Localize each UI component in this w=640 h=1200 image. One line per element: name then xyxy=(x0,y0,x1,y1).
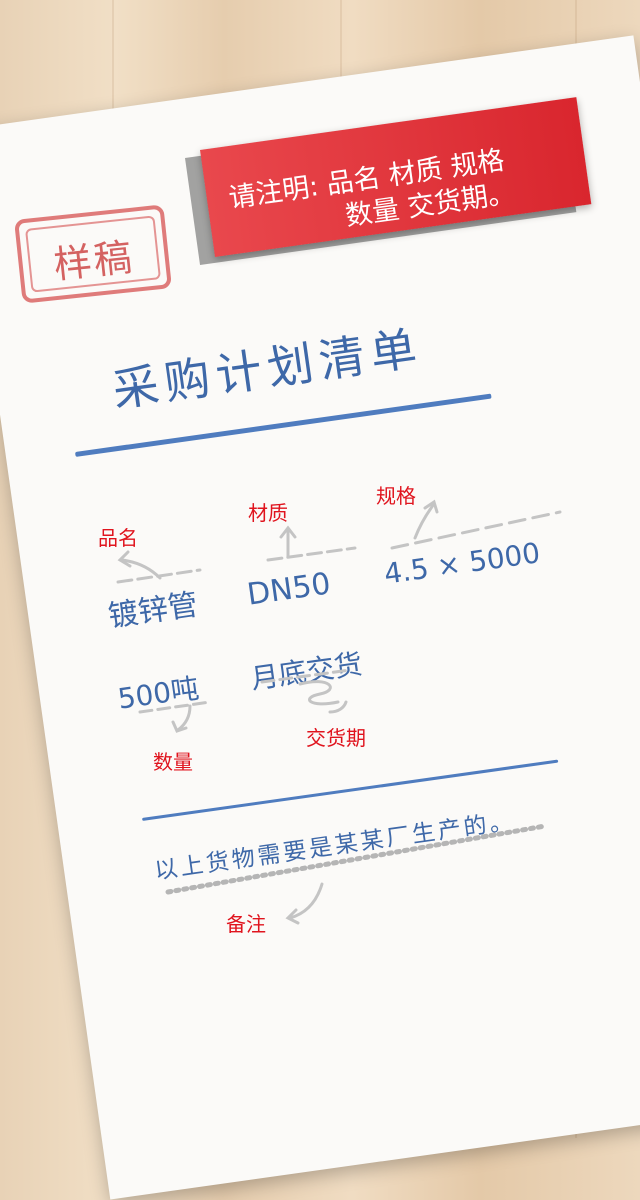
product-name-arrowhead xyxy=(117,550,132,568)
spec-arrowhead xyxy=(423,499,439,514)
delivery-guide xyxy=(260,668,352,684)
material-guide xyxy=(266,546,357,562)
note-label: 备注 xyxy=(226,912,266,936)
quantity-label: 数量 xyxy=(153,750,193,774)
note-arrow xyxy=(288,882,324,920)
guide-lines xyxy=(116,499,562,925)
quantity-guide xyxy=(138,700,212,714)
material-arrowhead xyxy=(279,525,297,539)
delivery-arrow xyxy=(298,680,340,706)
spec-guide xyxy=(390,510,562,550)
spec-arrow xyxy=(413,502,436,540)
note-arrowhead xyxy=(285,908,300,925)
spec-label: 规格 xyxy=(376,484,416,508)
quantity-arrowhead xyxy=(171,720,188,733)
product-name-arrow xyxy=(120,558,162,580)
delivery-label: 交货期 xyxy=(306,726,366,750)
material-label: 材质 xyxy=(248,501,288,525)
note-dotted-line xyxy=(165,823,548,895)
product-name-label: 品名 xyxy=(98,526,138,550)
quantity-arrow xyxy=(176,704,192,732)
delivery-arrow-tail xyxy=(328,700,348,714)
